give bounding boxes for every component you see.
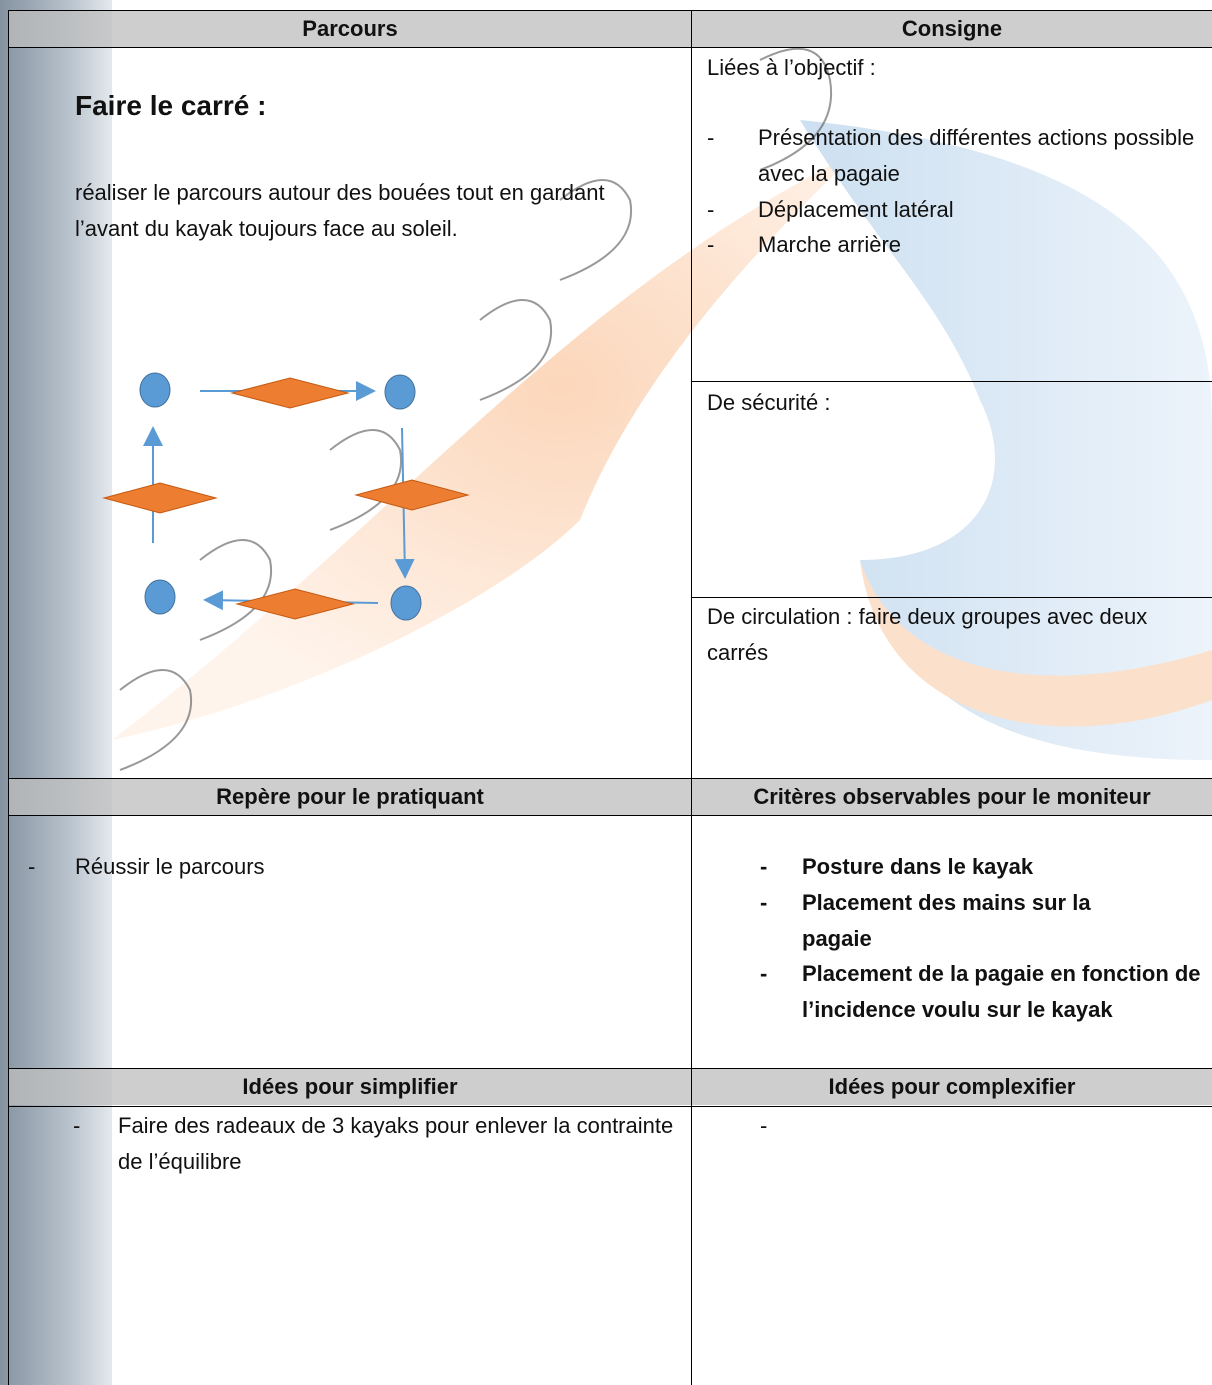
- border: [692, 381, 1212, 382]
- list-item: - Placement des mains sur la pagaie: [760, 885, 1160, 957]
- border: [8, 778, 1212, 779]
- cell-label: De circulation : faire deux groupes avec…: [707, 604, 1148, 665]
- list-item: - Placement de la pagaie en fonction de l…: [760, 956, 1205, 1028]
- border: [8, 10, 1212, 11]
- list-item: - Faire des radeaux de 3 kayaks pour enle…: [73, 1108, 678, 1180]
- list-text: Faire des radeaux de 3 kayaks pour enlev…: [118, 1113, 674, 1174]
- cell-label: De sécurité :: [707, 390, 831, 415]
- list-text: Réussir le parcours: [75, 854, 265, 879]
- exercise-description: réaliser le parcours autour des bouées t…: [75, 180, 605, 241]
- column-header: Repère pour le pratiquant: [8, 778, 692, 815]
- border: [691, 10, 692, 1385]
- list-text: Posture dans le kayak: [802, 854, 1034, 879]
- list-item: - Présentation des différentes actions po…: [707, 120, 1202, 192]
- border: [8, 1068, 1212, 1069]
- list-item: - Marche arrière: [707, 227, 1202, 263]
- column-header: Parcours: [8, 10, 692, 47]
- list-item: - Réussir le parcours: [28, 849, 668, 885]
- list-text: Placement de la pagaie en fonction de l’…: [802, 961, 1201, 1022]
- list-text: Marche arrière: [758, 232, 902, 257]
- exercise-title: Faire le carré :: [75, 90, 267, 121]
- column-header: Idées pour complexifier: [692, 1068, 1212, 1105]
- border: [8, 1106, 1212, 1107]
- list-text: Présentation des différentes actions pos…: [758, 125, 1195, 186]
- border: [8, 10, 9, 1385]
- column-header: Consigne: [692, 10, 1212, 47]
- course-diagram: [102, 372, 470, 621]
- border: [692, 597, 1212, 598]
- list-item: - Posture dans le kayak: [760, 849, 1205, 885]
- list-text: Placement des mains sur la pagaie: [802, 890, 1091, 951]
- list-text: Déplacement latéral: [758, 197, 954, 222]
- cell-label: Liées à l’objectif :: [707, 55, 876, 80]
- column-header: Idées pour simplifier: [8, 1068, 692, 1105]
- list-item: - Déplacement latéral: [707, 192, 1202, 228]
- border: [8, 47, 1212, 48]
- column-header: Critères observables pour le moniteur: [692, 778, 1212, 815]
- border: [8, 815, 1212, 816]
